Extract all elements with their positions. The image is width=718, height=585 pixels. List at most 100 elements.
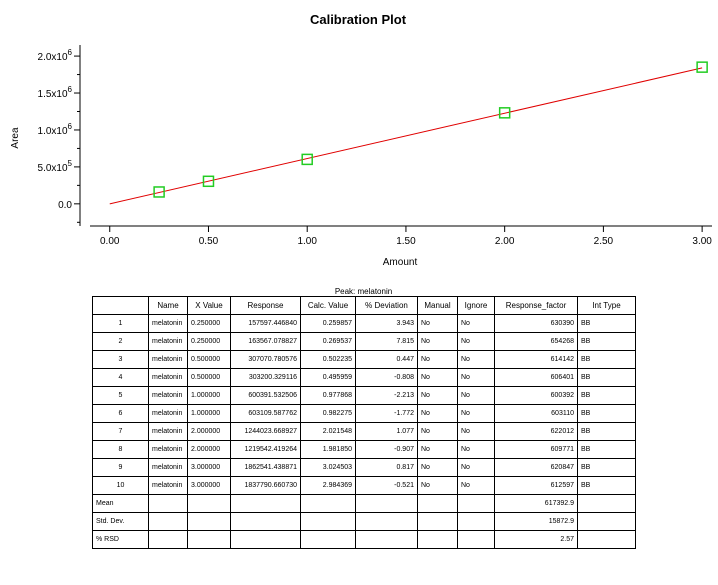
table-row: 8 melatonin 2.000000 1219542.419264 1.981850… — [92, 440, 636, 459]
table-row: Std. Dev. 15872.9 — [92, 512, 636, 531]
y-tick-label: 1.0x106 — [38, 122, 73, 137]
table-cell: BB — [577, 386, 636, 405]
table-cell: 10 — [92, 476, 149, 495]
table-cell: 2.021548 — [300, 422, 356, 441]
table-cell: % RSD — [92, 530, 149, 549]
table-row: 4 melatonin 0.500000 303200.329116 0.495959-… — [92, 368, 636, 387]
calibration-results-table: Name X Value Response Calc. Value% Deviatio… — [92, 296, 636, 549]
table-cell: BB — [577, 314, 636, 333]
table-cell: 163567.078827 — [230, 332, 301, 351]
table-cell: 614142 — [494, 350, 578, 369]
table-cell — [577, 494, 636, 513]
table-cell: No — [417, 314, 458, 333]
table-cell: 3.943 — [355, 314, 418, 333]
table-cell: BB — [577, 458, 636, 477]
table-cell: No — [457, 332, 495, 351]
x-tick-label: 1.00 — [297, 236, 317, 247]
table-cell — [230, 494, 301, 513]
y-axis-label: Area — [10, 127, 21, 149]
table-cell: melatonin — [148, 314, 188, 333]
table-cell — [417, 530, 458, 549]
table-cell: -0.907 — [355, 440, 418, 459]
table-cell: BB — [577, 404, 636, 423]
table-cell: 2 — [92, 332, 149, 351]
y-tick-label: 1.5x106 — [38, 85, 73, 100]
table-cell: No — [417, 332, 458, 351]
x-tick-label: 2.00 — [495, 236, 515, 247]
y-tick-label: 0.0 — [58, 200, 72, 211]
table-row: 6 melatonin 1.000000 603109.587762 0.982275-… — [92, 404, 636, 423]
table-row: Mean 617392.9 — [92, 494, 636, 513]
table-cell: 606401 — [494, 368, 578, 387]
table-cell: 6 — [92, 404, 149, 423]
table-cell: 9 — [92, 458, 149, 477]
table-cell: No — [417, 386, 458, 405]
table-cell — [457, 494, 495, 513]
y-tick-group: 0.0 5.0x105 1.0x106 1.5x106 2.0x106 — [38, 48, 80, 223]
table-cell: No — [457, 440, 495, 459]
table-cell: 2.57 — [494, 530, 578, 549]
x-tick-label: 2.50 — [594, 236, 614, 247]
table-cell — [577, 530, 636, 549]
table-header-cell: Calc. Value — [300, 296, 356, 315]
table-cell: Mean — [92, 494, 149, 513]
table-row: 5 melatonin 1.000000 600391.532506 0.977868-… — [92, 386, 636, 405]
table-row: 10 melatonin 3.000000 1837790.660730 2.98436… — [92, 476, 636, 495]
table-cell: melatonin — [148, 386, 188, 405]
x-tick-group: 0.00 0.50 1.00 1.50 2.00 2.50 3.00 — [100, 226, 712, 247]
table-cell: 1 — [92, 314, 149, 333]
table-cell: No — [417, 350, 458, 369]
table-cell — [457, 512, 495, 531]
table-header-cell: Response — [230, 296, 301, 315]
table-header-cell — [92, 296, 149, 315]
table-cell: No — [457, 458, 495, 477]
table-cell — [187, 530, 231, 549]
table-cell: 2.000000 — [187, 422, 231, 441]
table-header-cell: Name — [148, 296, 188, 315]
table-cell: 612597 — [494, 476, 578, 495]
table-cell: 1244023.668927 — [230, 422, 301, 441]
table-cell: No — [417, 476, 458, 495]
table-cell: 303200.329116 — [230, 368, 301, 387]
table-cell: -0.808 — [355, 368, 418, 387]
table-cell: 617392.9 — [494, 494, 578, 513]
table-cell: No — [457, 422, 495, 441]
table-cell: melatonin — [148, 368, 188, 387]
table-cell: No — [457, 368, 495, 387]
table-cell — [577, 512, 636, 531]
table-row: 2 melatonin 0.250000 163567.078827 0.269537 7… — [92, 332, 636, 351]
data-point-marker — [696, 61, 708, 73]
table-cell: melatonin — [148, 476, 188, 495]
table-cell: 603109.587762 — [230, 404, 301, 423]
table-cell: No — [417, 404, 458, 423]
table-cell: 654268 — [494, 332, 578, 351]
table-header-cell: X Value — [187, 296, 231, 315]
table-cell: -1.772 — [355, 404, 418, 423]
table-header-cell: Response_factor — [494, 296, 578, 315]
table-cell: No — [457, 476, 495, 495]
table-cell: -0.521 — [355, 476, 418, 495]
table-row: 9 melatonin 3.000000 1862541.438871 3.024503… — [92, 458, 636, 477]
table-row: 3 melatonin 0.500000 307070.780576 0.502235 0… — [92, 350, 636, 369]
table-cell: melatonin — [148, 404, 188, 423]
table-cell: 0.817 — [355, 458, 418, 477]
table-cell: 1.981850 — [300, 440, 356, 459]
table-cell: 0.250000 — [187, 314, 231, 333]
table-cell: 609771 — [494, 440, 578, 459]
table-cell: 0.982275 — [300, 404, 356, 423]
table-cell: 1862541.438871 — [230, 458, 301, 477]
table-cell — [300, 494, 356, 513]
table-cell: 3.024503 — [300, 458, 356, 477]
table-cell: melatonin — [148, 350, 188, 369]
table-cell: 0.500000 — [187, 368, 231, 387]
table-cell: 1837790.660730 — [230, 476, 301, 495]
table-header-cell: Manual — [417, 296, 458, 315]
table-cell: No — [417, 368, 458, 387]
table-cell — [230, 530, 301, 549]
data-point-marker — [301, 153, 313, 166]
table-cell: 600392 — [494, 386, 578, 405]
table-cell: BB — [577, 332, 636, 351]
data-point-marker — [202, 175, 215, 188]
table-header-row: Name X Value Response Calc. Value% Deviatio… — [92, 296, 636, 315]
table-cell: 2.000000 — [187, 440, 231, 459]
